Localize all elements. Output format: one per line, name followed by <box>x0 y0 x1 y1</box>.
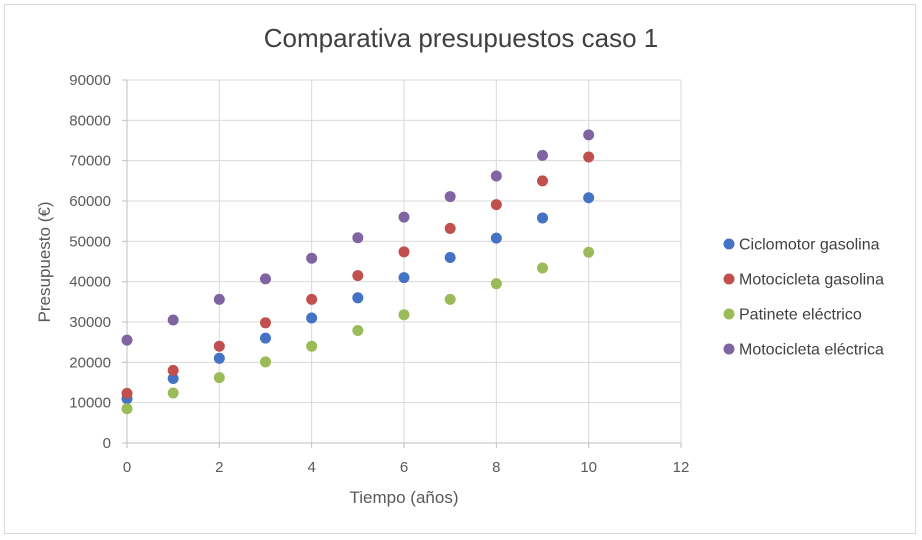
point-ciclomotor-gasolina <box>583 192 595 204</box>
x-tick-label: 6 <box>400 459 408 476</box>
point-motocicleta-gasolina <box>537 175 548 187</box>
point-motocicleta-gasolina <box>260 317 271 329</box>
point-patinete-electrico <box>167 387 179 399</box>
point-patinete-electrico <box>306 340 318 352</box>
point-ciclomotor-gasolina <box>306 312 318 324</box>
y-tick-label: 0 <box>103 435 111 452</box>
y-tick-label: 90000 <box>69 72 111 89</box>
point-motocicleta-gasolina <box>398 246 410 258</box>
point-ciclomotor-gasolina <box>398 272 410 284</box>
point-patinete-electrico <box>583 246 595 258</box>
point-patinete-electrico <box>444 293 456 305</box>
legend-marker <box>723 343 735 355</box>
point-motocicleta-electrica <box>213 293 225 305</box>
point-motocicleta-electrica <box>444 191 456 203</box>
legend-marker <box>723 238 735 250</box>
point-motocicleta-gasolina <box>306 293 318 305</box>
point-patinete-electrico <box>352 324 364 336</box>
point-ciclomotor-gasolina <box>444 251 456 263</box>
point-motocicleta-gasolina <box>352 270 364 282</box>
y-tick-label: 50000 <box>69 233 111 250</box>
y-tick-label: 30000 <box>69 314 111 331</box>
point-ciclomotor-gasolina <box>490 232 502 244</box>
point-motocicleta-gasolina <box>444 222 456 234</box>
point-patinete-electrico <box>260 356 271 368</box>
point-ciclomotor-gasolina <box>260 332 271 344</box>
y-axis-title: Presupuesto (€) <box>35 202 54 323</box>
chart-frame <box>4 4 916 534</box>
point-motocicleta-electrica <box>352 232 364 244</box>
point-motocicleta-gasolina <box>583 151 595 163</box>
legend-marker <box>723 273 735 285</box>
point-motocicleta-gasolina <box>167 364 179 376</box>
legend-label: Motocicleta eléctrica <box>739 342 884 359</box>
x-axis-title: Tiempo (años) <box>350 488 459 507</box>
point-motocicleta-electrica <box>537 149 548 161</box>
point-patinete-electrico <box>537 262 548 274</box>
legend: Ciclomotor gasolina Motocicleta gasolina P… <box>723 237 884 359</box>
y-tick-label: 40000 <box>69 274 111 291</box>
chart-title: Comparativa presupuestos caso 1 <box>264 23 659 53</box>
x-tick-label: 0 <box>123 459 131 476</box>
y-tick-label: 20000 <box>69 354 111 371</box>
y-tick-label: 80000 <box>69 112 111 129</box>
point-motocicleta-electrica <box>583 129 595 141</box>
legend-label: Patinete eléctrico <box>739 307 862 324</box>
point-motocicleta-electrica <box>167 314 179 326</box>
y-tick-label: 60000 <box>69 193 111 210</box>
legend-marker <box>723 308 735 320</box>
data-points <box>121 129 595 415</box>
point-ciclomotor-gasolina <box>167 372 179 384</box>
x-tick-label: 4 <box>307 459 315 476</box>
point-motocicleta-electrica <box>306 252 318 264</box>
x-tick-label: 12 <box>673 459 690 476</box>
point-motocicleta-electrica <box>121 334 133 346</box>
y-tick-label: 70000 <box>69 153 111 170</box>
point-ciclomotor-gasolina <box>213 352 225 364</box>
point-patinete-electrico <box>121 403 133 415</box>
point-motocicleta-electrica <box>260 273 271 285</box>
point-patinete-electrico <box>398 309 410 321</box>
legend-label: Motocicleta gasolina <box>739 272 884 289</box>
point-patinete-electrico <box>213 372 225 384</box>
point-motocicleta-electrica <box>490 170 502 182</box>
point-motocicleta-electrica <box>398 211 410 223</box>
axes: 0 10000 20000 30000 40000 50000 60000 70000 8000… <box>69 72 689 476</box>
point-motocicleta-gasolina <box>213 340 225 352</box>
x-tick-label: 2 <box>215 459 223 476</box>
point-motocicleta-gasolina <box>490 199 502 211</box>
gridlines <box>127 79 682 443</box>
point-ciclomotor-gasolina <box>352 292 364 304</box>
x-tick-label: 10 <box>580 459 597 476</box>
point-patinete-electrico <box>490 278 502 290</box>
legend-label: Ciclomotor gasolina <box>739 237 880 254</box>
x-tick-label: 8 <box>492 459 500 476</box>
point-ciclomotor-gasolina <box>537 212 548 224</box>
y-tick-label: 10000 <box>69 395 111 412</box>
point-motocicleta-gasolina <box>121 387 133 399</box>
